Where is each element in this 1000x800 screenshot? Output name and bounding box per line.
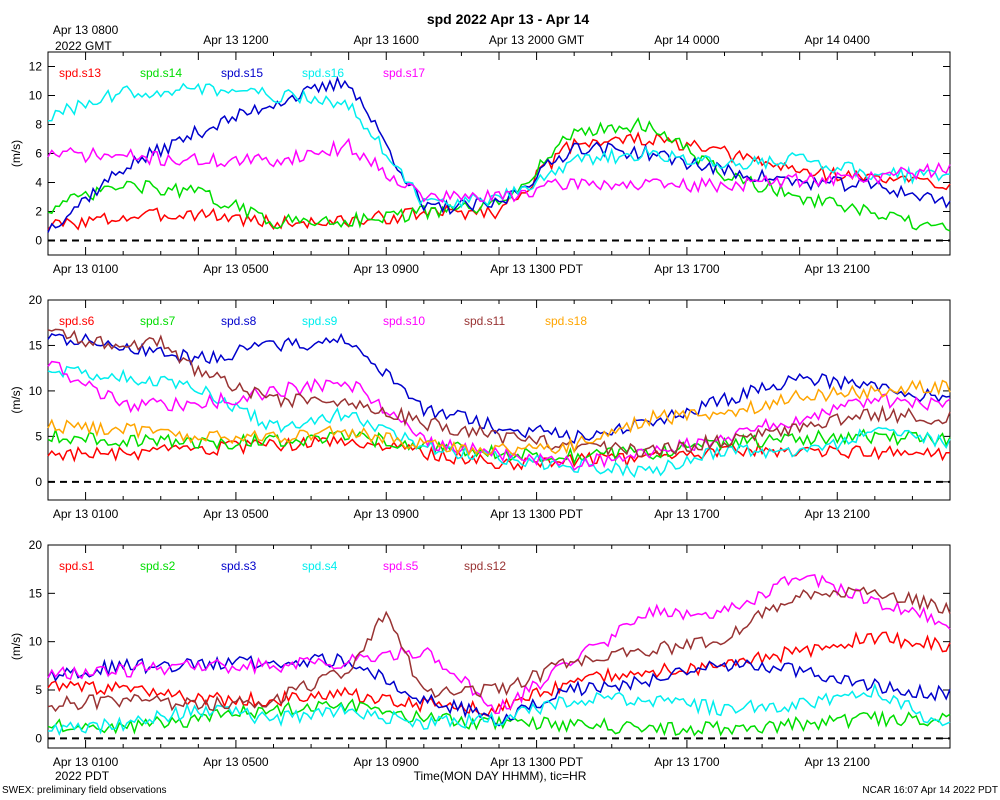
- top-x-tick-label: Apr 13 1200: [203, 33, 269, 47]
- legend-spd-s6: spd.s6: [59, 314, 95, 328]
- series-line-spd-s5: [47, 574, 951, 715]
- legend-spd-s3: spd.s3: [221, 559, 257, 573]
- legend-spd-s11: spd.s11: [464, 314, 505, 328]
- legend-spd-s17: spd.s17: [383, 66, 425, 80]
- x-tick-label: Apr 13 1300 PDT: [490, 507, 583, 521]
- legend-spd-s2: spd.s2: [140, 559, 176, 573]
- legend-spd-s14: spd.s14: [140, 66, 182, 80]
- legend-spd-s4: spd.s4: [302, 559, 338, 573]
- panel-bottom: 0 5 10 15 20 (m/s) spd.s1 spd.s2 spd.s3 spd.s4 spd…: [9, 538, 951, 769]
- footer-left: SWEX: preliminary field observations: [2, 785, 167, 796]
- y-tick-label: 2: [35, 205, 42, 219]
- x-tick-label: Apr 13 1700: [654, 507, 720, 521]
- x-tick-label: Apr 13 0900: [354, 262, 420, 276]
- legend-spd-s16: spd.s16: [302, 66, 344, 80]
- y-tick-label: 15: [29, 338, 43, 352]
- series-line-spd-s9: [47, 365, 951, 479]
- y-tick-label: 5: [35, 429, 42, 443]
- y-tick-label: 15: [29, 586, 43, 600]
- y-tick-label: 20: [29, 538, 43, 552]
- top-x-tick-label: Apr 13 0800: [53, 23, 119, 37]
- plot-frame: [47, 51, 951, 256]
- top-x-tick-label: Apr 13 2000 GMT: [489, 33, 585, 47]
- series-line-spd-s4: [48, 682, 951, 737]
- y-tick-label: 4: [35, 176, 42, 190]
- legend-spd-s15: spd.s15: [221, 66, 263, 80]
- x-tick-label: Apr 13 0500: [203, 755, 269, 769]
- series-line-spd-s11: [47, 328, 951, 458]
- legend-spd-s5: spd.s5: [383, 559, 419, 573]
- series-line-spd-s10: [47, 360, 951, 471]
- x-tick-label: Apr 13 0900: [354, 755, 420, 769]
- series-line-spd-s17: [47, 137, 951, 203]
- x-tick-label: Apr 13 1700: [654, 755, 720, 769]
- top-x-tick-label: Apr 14 0400: [805, 33, 871, 47]
- x-tick-label: Apr 13 1300 PDT: [490, 262, 583, 276]
- y-tick-label: 10: [29, 89, 43, 103]
- series-line-spd-s16: [47, 82, 951, 209]
- series-line-spd-s12: [47, 586, 951, 713]
- y-tick-label: 0: [35, 475, 42, 489]
- legend-spd-s18: spd.s18: [545, 314, 587, 328]
- legend-spd-s1: spd.s1: [59, 559, 95, 573]
- y-tick-label: 10: [29, 635, 43, 649]
- legend-spd-s7: spd.s7: [140, 314, 176, 328]
- y-tick-label: 20: [29, 293, 43, 307]
- x-tick-label: Apr 13 0500: [203, 507, 269, 521]
- y-tick-label: 6: [35, 147, 42, 161]
- legend-spd-s9: spd.s9: [302, 314, 338, 328]
- x-tick-label: Apr 13 2100: [805, 507, 871, 521]
- top-axis-year: 2022 GMT: [55, 39, 112, 53]
- x-tick-label: Apr 13 0900: [354, 507, 420, 521]
- y-tick-label: 0: [35, 234, 42, 248]
- x-tick-label: Apr 13 2100: [805, 755, 871, 769]
- x-tick-label: Apr 13 2100: [805, 262, 871, 276]
- y-axis-label: (m/s): [9, 386, 23, 413]
- legend-spd-s13: spd.s13: [59, 66, 101, 80]
- y-tick-label: 5: [35, 683, 42, 697]
- x-tick-label: Apr 13 0100: [53, 262, 119, 276]
- series-line-spd-s1: [47, 631, 951, 717]
- y-axis-label: (m/s): [9, 633, 23, 660]
- chart-title: spd 2022 Apr 13 - Apr 14: [427, 11, 590, 27]
- x-axis-label: Time(MON DAY HHMM), tic=HR: [414, 769, 587, 783]
- x-tick-label: Apr 13 0100: [53, 507, 119, 521]
- y-tick-label: 8: [35, 118, 42, 132]
- series-line-spd-s15: [47, 75, 951, 233]
- legend-spd-s12: spd.s12: [464, 559, 506, 573]
- x-tick-label: Apr 13 1300 PDT: [490, 755, 583, 769]
- x-tick-label: Apr 13 0100: [53, 755, 119, 769]
- y-tick-label: 0: [35, 731, 42, 745]
- y-tick-label: 10: [29, 384, 43, 398]
- legend-spd-s8: spd.s8: [221, 314, 257, 328]
- legend-spd-s10: spd.s10: [383, 314, 425, 328]
- series-line-spd-s8: [47, 332, 951, 444]
- x-tick-label: Apr 13 0500: [203, 262, 269, 276]
- series-line-spd-s2: [47, 698, 951, 737]
- series-line-spd-s14: [47, 116, 951, 232]
- bottom-axis-year: 2022 PDT: [55, 769, 110, 783]
- top-x-tick-label: Apr 13 1600: [354, 33, 420, 47]
- x-tick-label: Apr 13 1700: [654, 262, 720, 276]
- y-tick-label: 12: [29, 60, 43, 74]
- footer-right: NCAR 16:07 Apr 14 2022 PDT: [862, 785, 998, 796]
- top-x-tick-label: Apr 14 0000: [654, 33, 720, 47]
- panel-middle: 0 5 10 15 20 (m/s) spd.s6 spd.s7 spd.s8 spd.s9 spd…: [9, 293, 951, 521]
- series-line-spd-s7: [47, 427, 951, 466]
- y-axis-label: (m/s): [9, 140, 23, 167]
- series-line-spd-s13: [47, 131, 951, 231]
- panel-top: 0 2 4 6 8 10 12 (m/s) spd.s13 spd.s14 spd.s15 spd.s…: [9, 51, 951, 276]
- series-line-spd-s18: [47, 379, 951, 457]
